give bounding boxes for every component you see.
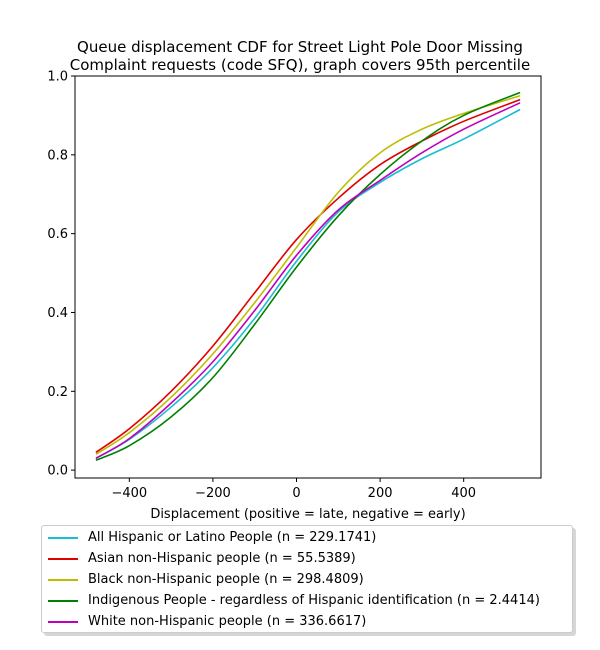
y-tick-label: 0.0 <box>47 464 68 479</box>
x-tick-label: 200 <box>368 486 393 501</box>
legend-label: Black non-Hispanic people (n = 298.4809) <box>88 572 364 587</box>
y-tick-label: 0.4 <box>47 306 68 321</box>
x-tick-label: 400 <box>451 486 476 501</box>
legend-swatch <box>48 600 78 602</box>
legend-swatch <box>48 558 78 560</box>
series-line-3 <box>95 91 521 461</box>
legend-swatch <box>48 621 78 623</box>
legend-label: Asian non-Hispanic people (n = 55.5389) <box>88 551 356 566</box>
x-tick-label: −400 <box>111 486 147 501</box>
y-tick-label: 0.6 <box>47 227 68 242</box>
legend: All Hispanic or Latino People (n = 229.1… <box>41 525 573 633</box>
legend-item: White non-Hispanic people (n = 336.6617) <box>44 611 572 632</box>
x-tick-label: −200 <box>195 486 231 501</box>
series-line-2 <box>95 94 521 456</box>
y-tick-label: 0.2 <box>47 385 68 400</box>
chart-title-line-1: Queue displacement CDF for Street Light … <box>77 38 523 56</box>
x-tick-label: 0 <box>292 486 300 501</box>
legend-item: Indigenous People - regardless of Hispan… <box>44 590 572 611</box>
x-axis-label: Displacement (positive = late, negative … <box>150 507 465 522</box>
legend-swatch <box>48 579 78 581</box>
legend-label: All Hispanic or Latino People (n = 229.1… <box>88 530 377 545</box>
series-line-4 <box>95 102 521 459</box>
series-line-1 <box>95 98 521 454</box>
legend-label: Indigenous People - regardless of Hispan… <box>88 593 540 608</box>
legend-item: All Hispanic or Latino People (n = 229.1… <box>44 527 572 548</box>
legend-item: Asian non-Hispanic people (n = 55.5389) <box>44 548 572 569</box>
plot-frame <box>74 75 542 479</box>
legend-item: Black non-Hispanic people (n = 298.4809) <box>44 569 572 590</box>
legend-swatch <box>48 537 78 539</box>
chart-title-line-2: Complaint requests (code SFQ), graph cov… <box>69 56 531 74</box>
series-line-0 <box>95 108 521 459</box>
y-tick-label: 0.8 <box>47 148 68 163</box>
y-tick-label: 1.0 <box>47 70 68 85</box>
legend-label: White non-Hispanic people (n = 336.6617) <box>88 614 367 629</box>
